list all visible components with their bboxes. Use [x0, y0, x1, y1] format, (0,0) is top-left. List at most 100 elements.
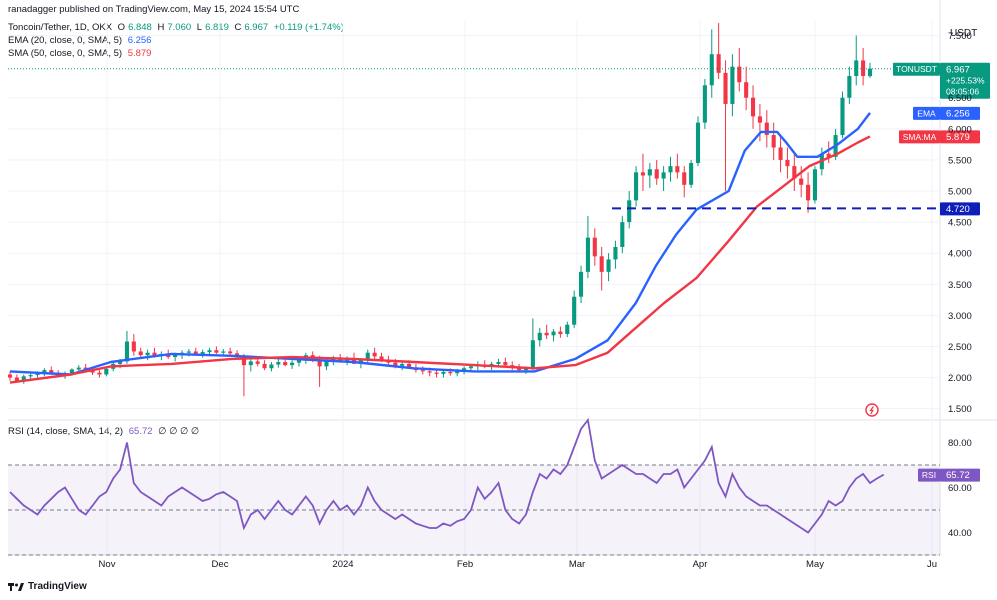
- candle-body: [276, 362, 281, 365]
- candle-body: [420, 370, 425, 372]
- candle-body: [613, 246, 618, 260]
- rsi-legend[interactable]: RSI (14, close, SMA, 14, 2) 65.72 ∅ ∅ ∅ …: [8, 426, 202, 438]
- footer[interactable]: TradingView: [8, 581, 87, 592]
- time-tick-label: Dec: [212, 559, 229, 570]
- candle-body: [537, 332, 542, 341]
- time-tick-label: Mar: [569, 559, 585, 570]
- candle-body: [565, 324, 570, 335]
- candle-body: [530, 340, 535, 369]
- open-value: 6.848: [128, 22, 152, 33]
- candle-body: [764, 122, 769, 136]
- price-tick-label: 3.000: [948, 311, 972, 322]
- price-tick-label: 7.500: [948, 31, 972, 42]
- candle-body: [544, 332, 549, 336]
- candle-body: [393, 362, 398, 366]
- tradingview-logo: [8, 582, 24, 591]
- candle-body: [200, 352, 205, 354]
- candle-body: [799, 178, 804, 185]
- candle-body: [372, 352, 377, 357]
- candle-body: [723, 72, 728, 104]
- axes: 7.500 6.500 6.000 5.500 5.000 4.500 4.000 3.500…: [99, 31, 972, 570]
- ema-legend[interactable]: EMA (20, close, 0, SMA, 5) 6.256: [8, 35, 154, 47]
- candle-body: [812, 169, 818, 201]
- candle-body: [847, 75, 852, 98]
- rsi-tick-label: 60.00: [948, 483, 972, 494]
- last-price-tag: [940, 62, 990, 99]
- footer-brand: TradingView: [28, 581, 87, 592]
- candle-body: [365, 352, 370, 361]
- candle-body: [840, 97, 845, 136]
- candle-body: [76, 367, 81, 370]
- rsi-tick-label: 40.00: [948, 528, 972, 539]
- candle-body: [186, 351, 191, 353]
- rsi-pane: [8, 417, 940, 556]
- candle-body: [131, 341, 136, 352]
- rsi-legend-extra: ∅ ∅ ∅ ∅: [158, 426, 200, 437]
- price-tick-label: 4.000: [948, 249, 972, 260]
- price-tick-label: 6.500: [948, 93, 972, 104]
- alert-icon[interactable]: [865, 403, 879, 417]
- candle-body: [620, 222, 625, 247]
- candle-body: [7, 374, 13, 378]
- candle-body: [771, 135, 776, 148]
- candle-body: [682, 172, 687, 185]
- candle-body: [104, 368, 109, 375]
- candle-body: [90, 370, 95, 373]
- rsi-tick-label: 80.00: [948, 438, 972, 449]
- rsi-tag: [918, 468, 940, 482]
- countdown-text: 08:05:06: [946, 87, 979, 97]
- candle-body: [695, 122, 701, 164]
- candle-body: [578, 271, 584, 297]
- candle-body: [854, 60, 859, 76]
- candle-body: [806, 184, 811, 201]
- candle-body: [792, 166, 797, 179]
- candle-body: [97, 372, 102, 375]
- candle-body: [49, 370, 54, 373]
- high-label: H: [157, 22, 165, 33]
- candle-body: [118, 361, 123, 364]
- candle-body: [503, 362, 508, 366]
- candle-body: [558, 331, 563, 335]
- rsi-legend-label: RSI (14, close, SMA, 14, 2): [8, 426, 124, 437]
- price-tags: TONUSDT 6.967+225.53%08:05:06 EMA 6.256 SMA:…: [893, 62, 990, 482]
- candle-body: [592, 237, 597, 257]
- candle-body: [750, 97, 756, 117]
- candle-body: [709, 54, 714, 86]
- close-value: 6.967: [244, 22, 269, 33]
- candle-body: [138, 351, 143, 356]
- candle-body: [730, 66, 735, 104]
- candle-body: [241, 357, 246, 366]
- candle-body: [572, 296, 577, 325]
- candle-body: [317, 360, 322, 367]
- price-tick-label: 2.500: [948, 342, 972, 353]
- sma-legend-label: SMA (50, close, 0, SMA, 5): [8, 48, 123, 59]
- candle-body: [778, 147, 783, 160]
- close-label: C: [234, 22, 242, 33]
- time-tick-label: Nov: [99, 559, 116, 570]
- ema-value-tag: [940, 106, 980, 120]
- candle-body: [221, 351, 226, 353]
- symbol-tag: [893, 62, 940, 76]
- candle-body: [124, 341, 130, 362]
- change-value: +0.119 (+1.74%): [273, 22, 344, 33]
- candle-body: [406, 363, 412, 368]
- time-tick-label: Feb: [457, 559, 473, 570]
- candle-body: [448, 371, 453, 374]
- candle-body: [668, 166, 673, 173]
- sma-value-tag: [940, 130, 980, 144]
- rsi-tag-text: RSI: [922, 470, 936, 480]
- time-tick-label: 2024: [332, 559, 353, 570]
- price-tick-label: 4.500: [948, 218, 972, 229]
- moving-averages: [8, 68, 940, 384]
- symbol-tag-text: TONUSDT: [896, 64, 937, 74]
- support-value-text: 4.720: [946, 204, 970, 215]
- open-label: O: [117, 22, 126, 33]
- candle-body: [14, 377, 19, 381]
- candle-body: [634, 172, 639, 201]
- support-value-tag: [940, 202, 980, 216]
- rsi-line: [9, 417, 885, 534]
- ema-legend-label: EMA (20, close, 0, SMA, 5): [8, 35, 123, 46]
- sma-legend[interactable]: SMA (50, close, 0, SMA, 5) 5.879: [8, 48, 154, 60]
